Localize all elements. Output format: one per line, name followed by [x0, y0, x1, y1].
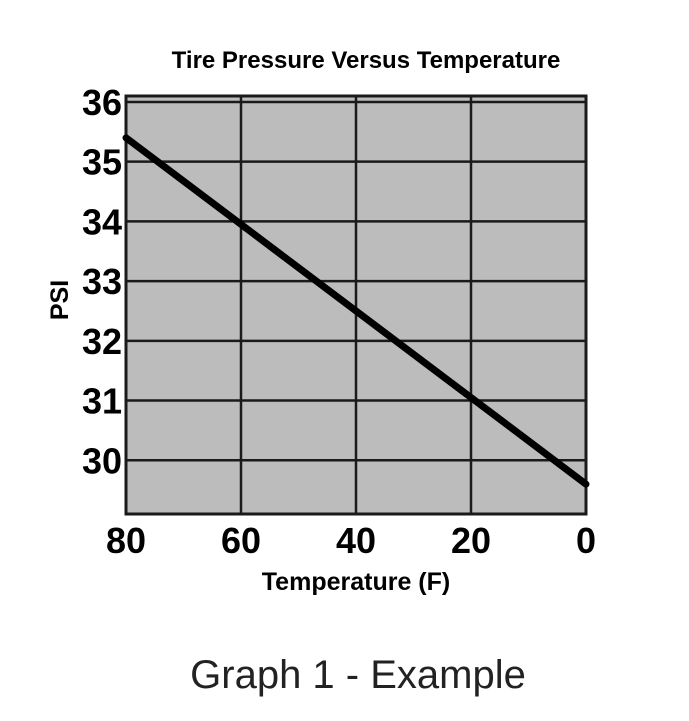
- y-tick-label: 35: [82, 142, 122, 183]
- y-tick-label: 32: [82, 321, 122, 362]
- x-tick-label: 0: [576, 520, 596, 561]
- y-tick-label: 31: [82, 381, 122, 422]
- y-tick-label: 30: [82, 440, 122, 481]
- series-line-0: [122, 134, 590, 488]
- series-lines: [122, 134, 590, 488]
- y-tick-label: 36: [82, 82, 122, 123]
- y-tick-label: 33: [82, 261, 122, 302]
- x-tick-label: 80: [106, 520, 146, 561]
- y-axis-label: PSI: [46, 280, 74, 320]
- y-tick-label: 34: [82, 201, 122, 242]
- graph-caption: Graph 1 - Example: [190, 653, 526, 697]
- grid-lines: [124, 96, 588, 514]
- x-tick-label: 60: [221, 520, 261, 561]
- x-tick-label: 40: [336, 520, 376, 561]
- x-axis-label: Temperature (F): [262, 568, 450, 596]
- y-tick-labels: 30 31 32 33 34 35 36: [82, 82, 122, 481]
- x-tick-label: 20: [451, 520, 491, 561]
- x-tick-labels: 80 60 40 20 0: [106, 520, 596, 561]
- chart-title: Tire Pressure Versus Temperature: [172, 47, 561, 74]
